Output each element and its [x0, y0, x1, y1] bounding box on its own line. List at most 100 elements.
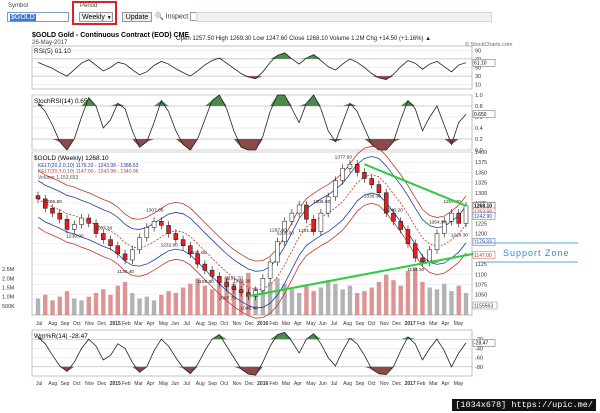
- month-tick-label: Apr: [441, 381, 449, 387]
- candle-body: [296, 204, 302, 214]
- candle-body: [405, 229, 411, 244]
- price-annotation: 1097.70: [219, 295, 237, 301]
- candle-body: [93, 223, 99, 234]
- month-tick-label: Sep: [208, 321, 217, 327]
- period-label: Period: [80, 3, 98, 9]
- volume-bar: [398, 285, 403, 315]
- candle-body: [209, 269, 215, 277]
- volume-bar: [79, 300, 84, 315]
- oscillator-line: [37, 94, 467, 151]
- month-tick-label: Apr: [441, 321, 449, 327]
- volume-bar: [442, 283, 447, 315]
- volume-tick-label: 2.0M: [2, 276, 15, 282]
- price-annotation: 1377.50: [335, 154, 353, 160]
- volume-bar: [137, 298, 142, 315]
- month-tick-label: Nov: [380, 381, 389, 387]
- month-tick-label: Oct: [368, 321, 376, 327]
- candle-body: [289, 212, 295, 222]
- candle-body: [463, 205, 469, 224]
- volume-bar: [340, 289, 345, 315]
- month-tick-label: Oct: [220, 321, 228, 327]
- volume-bar: [50, 300, 55, 315]
- month-tick-label: Sep: [61, 381, 70, 387]
- price-annotation: 1124.30: [407, 267, 424, 273]
- candle-body: [79, 217, 84, 225]
- price-tick-label: 1225: [475, 221, 487, 227]
- volume-bar: [427, 287, 432, 315]
- month-tick-label: May: [159, 321, 169, 327]
- candle-body: [253, 290, 258, 297]
- support-zone-label: Support Zone: [503, 248, 570, 258]
- symbol-label: Symbol: [8, 3, 29, 9]
- kelt-outer-lower: [37, 202, 467, 319]
- candle-body: [202, 263, 208, 271]
- candle-body: [369, 178, 374, 185]
- candle-body: [57, 212, 63, 220]
- volume-bar: [413, 267, 418, 315]
- price-tick-label: 1050: [475, 293, 487, 299]
- month-tick-label: Mar: [429, 381, 438, 387]
- candle-body: [238, 289, 244, 293]
- volume-bar: [173, 293, 179, 315]
- period-select[interactable]: Weekly ▼: [79, 12, 113, 22]
- month-tick-label: 2015: [110, 321, 121, 327]
- price-tick-label: 1375: [475, 160, 487, 166]
- symbol-input[interactable]: $GOLD: [7, 12, 69, 22]
- volume-bar: [159, 294, 164, 315]
- watermark-footer: [1034x678] https://upic.me/: [452, 399, 596, 411]
- month-tick-label: Dec: [97, 381, 106, 387]
- trendline-support: [248, 252, 474, 298]
- volume-bar: [108, 294, 113, 315]
- volume-bar: [420, 282, 425, 315]
- month-tick-label: Aug: [343, 321, 352, 327]
- volume-bar: [166, 291, 171, 315]
- volume-bar: [405, 271, 411, 315]
- month-tick-label: Apr: [147, 321, 155, 327]
- month-tick-label: Dec: [97, 321, 106, 327]
- candle-body: [434, 233, 440, 251]
- price-tick-label: 1200: [475, 232, 487, 238]
- right-value-label: 1242.90: [474, 214, 492, 220]
- chart-date: 26-May-2017: [32, 40, 68, 46]
- month-tick-label: Mar: [282, 381, 291, 387]
- overbought-fill: [38, 332, 466, 340]
- chart-ohlc: Open 1257.50 High 1269.30 Low 1247.60 Cl…: [176, 36, 431, 42]
- volume-bar: [122, 282, 128, 315]
- right-value-box: [472, 251, 496, 259]
- month-tick-label: Jul: [36, 321, 42, 327]
- candle-body: [173, 233, 179, 240]
- candle-body: [159, 221, 164, 226]
- axis-tick-label: 90: [475, 48, 481, 54]
- overbought-fill: [38, 95, 466, 106]
- month-tick-label: Aug: [48, 321, 57, 327]
- month-tick-label: Aug: [48, 381, 57, 387]
- axis-tick-label: 50: [475, 66, 481, 72]
- price-annotation: 1206.00: [277, 230, 295, 236]
- volume-last-box: [472, 301, 498, 310]
- month-tick-label: 2017: [405, 381, 416, 387]
- symbol-value: $GOLD: [10, 14, 36, 21]
- axis-tick-label: 0.0: [475, 148, 483, 154]
- kelt-outer-upper: [37, 145, 467, 262]
- volume-tick-label: 1.0M: [2, 295, 15, 301]
- month-tick-label: May: [159, 381, 169, 387]
- last-value-box: [472, 59, 496, 67]
- month-tick-label: Nov: [85, 321, 94, 327]
- volume-bar: [57, 296, 62, 315]
- month-tick-label: Jun: [319, 321, 327, 327]
- wmr-title: Wm%R(14) -28.47: [34, 333, 88, 340]
- month-tick-label: Jun: [171, 381, 179, 387]
- candle-body: [340, 168, 345, 181]
- update-button[interactable]: Update: [122, 12, 152, 22]
- month-tick-label: Mar: [134, 381, 143, 387]
- period-highlight: [72, 1, 117, 25]
- price-tick-label: 1350: [475, 170, 487, 176]
- candle-body: [412, 243, 418, 259]
- candle-body: [137, 237, 142, 251]
- right-value-label: 1268.10: [474, 204, 492, 210]
- month-tick-label: Feb: [417, 321, 426, 327]
- axis-tick-label: 0.8: [475, 104, 483, 110]
- month-tick-label: Aug: [343, 381, 352, 387]
- volume-bar: [434, 289, 440, 315]
- axis-tick-label: 0.2: [475, 137, 483, 143]
